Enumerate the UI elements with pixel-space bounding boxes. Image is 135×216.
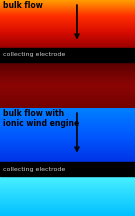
Text: bulk flow: bulk flow (3, 1, 42, 10)
Text: collecting electrode: collecting electrode (3, 52, 65, 57)
Bar (0, 162, 135, 176)
Text: collecting electrode: collecting electrode (3, 167, 65, 172)
Bar (0, 48, 135, 62)
Text: bulk flow with
ionic wind engine: bulk flow with ionic wind engine (3, 109, 79, 129)
